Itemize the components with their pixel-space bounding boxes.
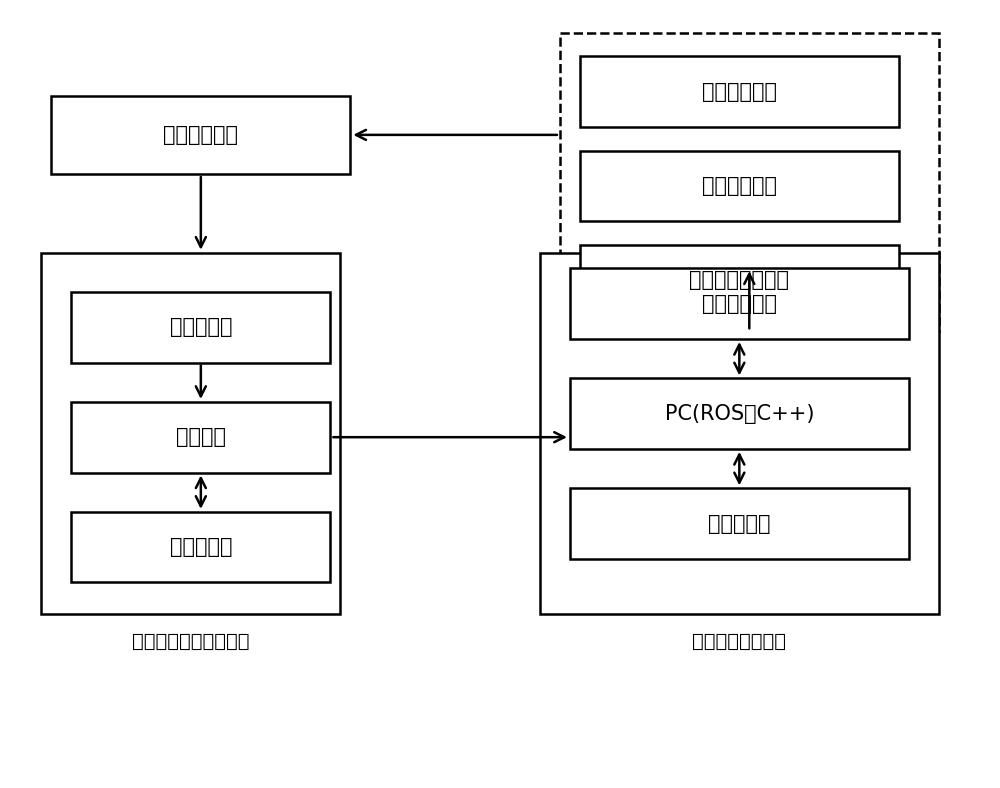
- Text: 视频记录模块: 视频记录模块: [702, 82, 777, 102]
- Bar: [71, 402, 330, 473]
- Text: 模仿学习算法处理模块: 模仿学习算法处理模块: [132, 632, 250, 651]
- Text: 增量式学习: 增量式学习: [170, 537, 232, 557]
- Bar: [540, 253, 939, 614]
- Text: 工艺参数传感模块: 工艺参数传感模块: [689, 270, 789, 290]
- Bar: [570, 378, 909, 449]
- Text: 数据集划分: 数据集划分: [170, 318, 232, 337]
- Text: 铺放示教模块: 铺放示教模块: [163, 125, 238, 145]
- Text: PC(ROS、C++): PC(ROS、C++): [665, 403, 814, 424]
- Text: 协作型机械臂: 协作型机械臂: [702, 294, 777, 314]
- Text: 模型训练: 模型训练: [176, 427, 226, 447]
- Bar: [71, 292, 330, 362]
- Bar: [570, 489, 909, 559]
- Text: 纤维铺放头: 纤维铺放头: [708, 514, 771, 533]
- Bar: [51, 95, 350, 174]
- Bar: [570, 269, 909, 339]
- Text: 动作捕捉模块: 动作捕捉模块: [702, 176, 777, 196]
- Bar: [41, 253, 340, 614]
- Bar: [580, 245, 899, 315]
- Bar: [580, 57, 899, 127]
- Bar: [580, 151, 899, 221]
- Text: 纤维自动铺放模块: 纤维自动铺放模块: [692, 632, 786, 651]
- Bar: [71, 511, 330, 582]
- Bar: [560, 33, 939, 331]
